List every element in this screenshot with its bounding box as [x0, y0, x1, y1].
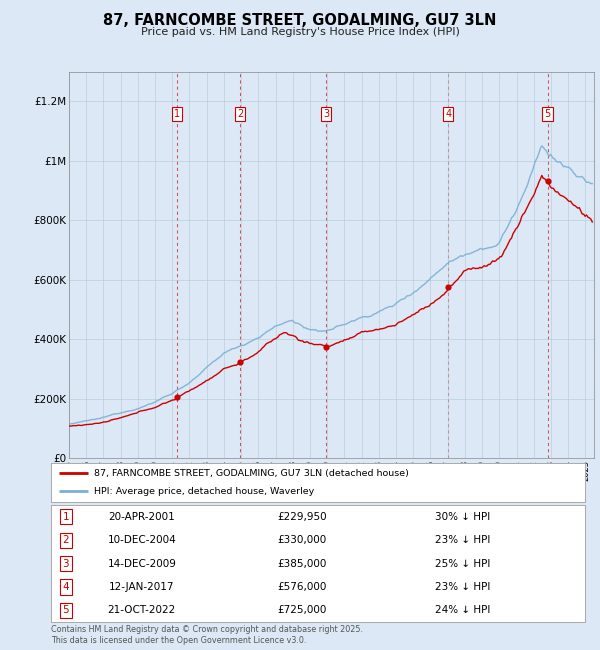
Text: £725,000: £725,000 [277, 605, 326, 616]
Text: 5: 5 [62, 605, 69, 616]
Text: HPI: Average price, detached house, Waverley: HPI: Average price, detached house, Wave… [94, 487, 314, 496]
Text: 4: 4 [445, 109, 451, 119]
Text: 87, FARNCOMBE STREET, GODALMING, GU7 3LN (detached house): 87, FARNCOMBE STREET, GODALMING, GU7 3LN… [94, 469, 409, 478]
Text: 1: 1 [174, 109, 181, 119]
Text: 3: 3 [62, 558, 69, 569]
Text: 21-OCT-2022: 21-OCT-2022 [107, 605, 176, 616]
Text: 4: 4 [62, 582, 69, 592]
Text: £229,950: £229,950 [277, 512, 327, 522]
Text: Contains HM Land Registry data © Crown copyright and database right 2025.
This d: Contains HM Land Registry data © Crown c… [51, 625, 363, 645]
Text: 25% ↓ HPI: 25% ↓ HPI [436, 558, 491, 569]
Text: 5: 5 [544, 109, 551, 119]
Text: 2: 2 [62, 535, 69, 545]
Text: 23% ↓ HPI: 23% ↓ HPI [436, 582, 491, 592]
Text: 23% ↓ HPI: 23% ↓ HPI [436, 535, 491, 545]
Text: 20-APR-2001: 20-APR-2001 [109, 512, 175, 522]
Text: 10-DEC-2004: 10-DEC-2004 [107, 535, 176, 545]
Text: Price paid vs. HM Land Registry's House Price Index (HPI): Price paid vs. HM Land Registry's House … [140, 27, 460, 37]
Text: 3: 3 [323, 109, 329, 119]
Text: 12-JAN-2017: 12-JAN-2017 [109, 582, 175, 592]
Text: 2: 2 [237, 109, 243, 119]
Text: £385,000: £385,000 [277, 558, 326, 569]
Text: 24% ↓ HPI: 24% ↓ HPI [436, 605, 491, 616]
Text: £576,000: £576,000 [277, 582, 326, 592]
Text: 1: 1 [62, 512, 69, 522]
Text: 30% ↓ HPI: 30% ↓ HPI [436, 512, 491, 522]
Text: £330,000: £330,000 [277, 535, 326, 545]
Text: 14-DEC-2009: 14-DEC-2009 [107, 558, 176, 569]
Text: 87, FARNCOMBE STREET, GODALMING, GU7 3LN: 87, FARNCOMBE STREET, GODALMING, GU7 3LN [103, 13, 497, 28]
